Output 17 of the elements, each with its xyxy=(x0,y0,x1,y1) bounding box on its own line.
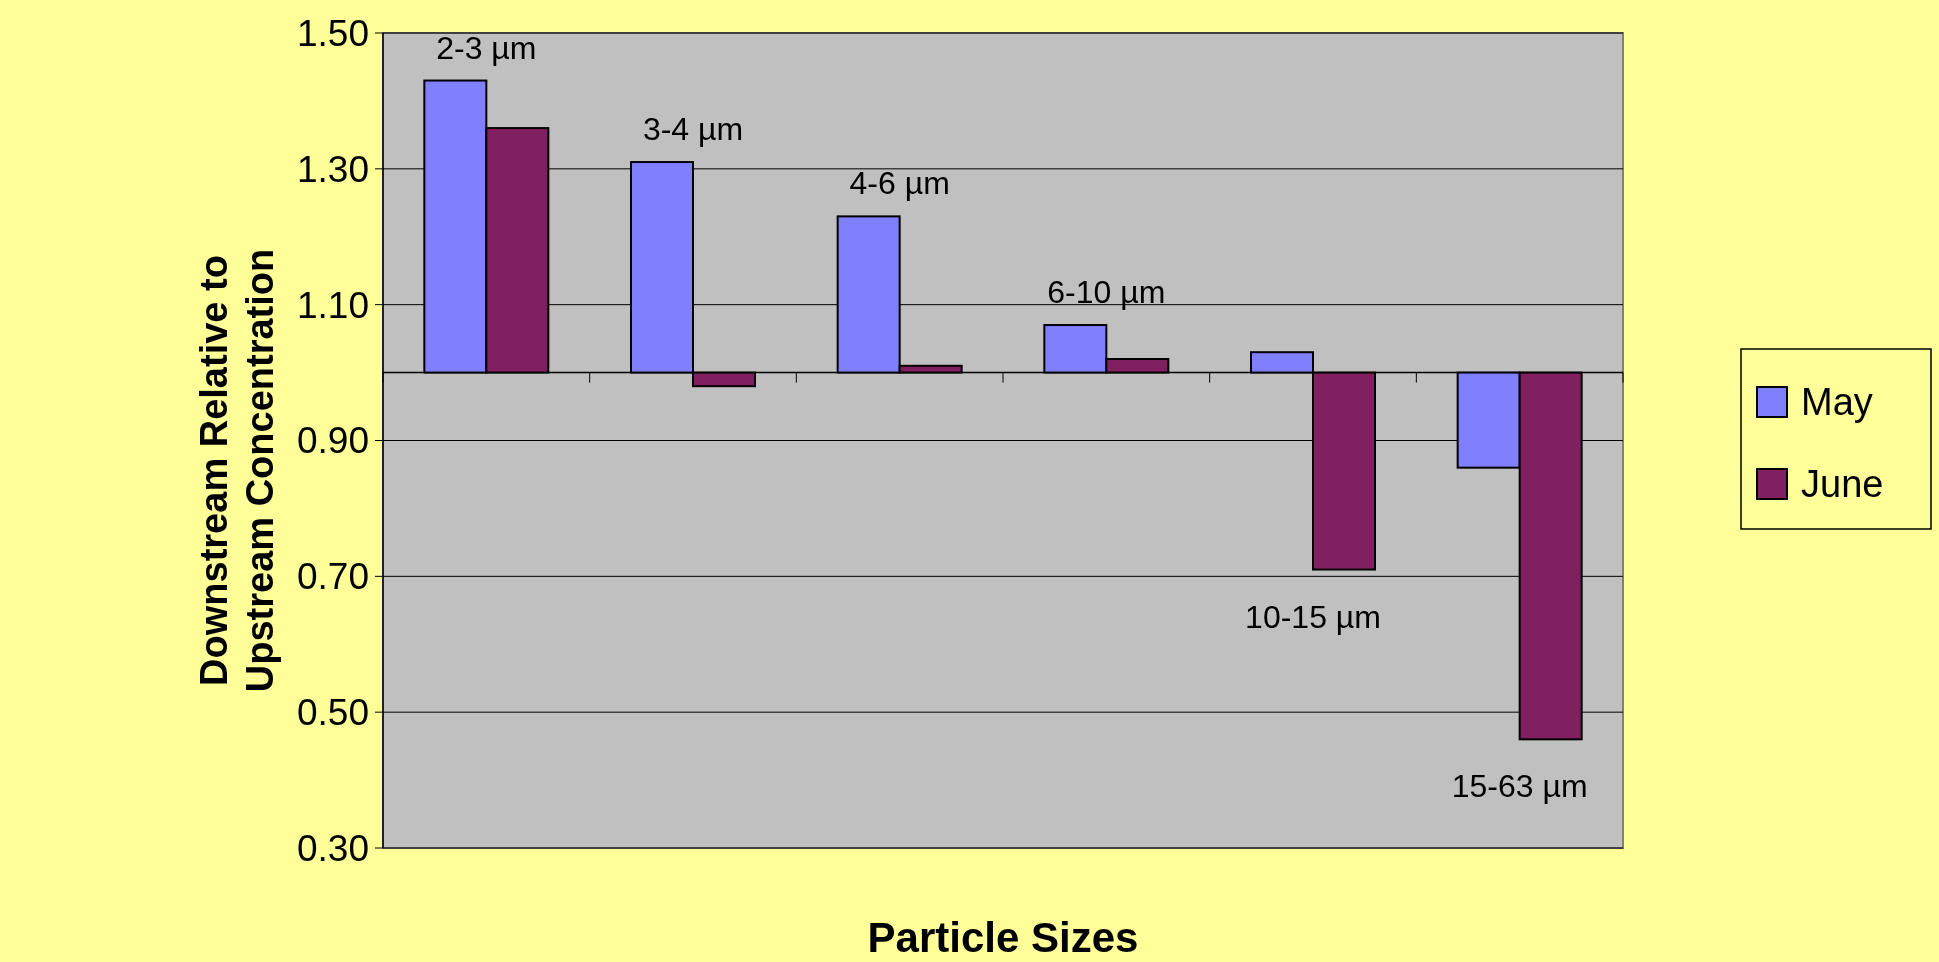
x-tick-label: 2-3 µm xyxy=(436,29,537,66)
y-tick-label: 0.90 xyxy=(296,420,369,462)
y-tick-label: 1.50 xyxy=(296,12,369,54)
x-tick-label: 15-63 µm xyxy=(1451,768,1588,805)
x-tick-label: 10-15 µm xyxy=(1245,598,1381,635)
x-tick-label: 4-6 µm xyxy=(849,165,950,202)
y-tick-label: 0.30 xyxy=(296,827,369,869)
x-axis-title: Particle Sizes xyxy=(867,914,1139,961)
y-tick-label: 1.30 xyxy=(296,148,369,190)
legend-label: May xyxy=(1801,381,1873,424)
y-tick-label: 0.70 xyxy=(296,556,369,598)
y-tick-label: 0.50 xyxy=(296,692,369,734)
x-tick-label: 6-10 µm xyxy=(1047,274,1166,311)
y-tick-label: 1.10 xyxy=(296,284,369,326)
x-tick-label: 3-4 µm xyxy=(642,111,744,148)
legend-label: June xyxy=(1801,463,1884,506)
y-axis-title: Downstream Relative to Upstream Concentration xyxy=(193,248,281,693)
